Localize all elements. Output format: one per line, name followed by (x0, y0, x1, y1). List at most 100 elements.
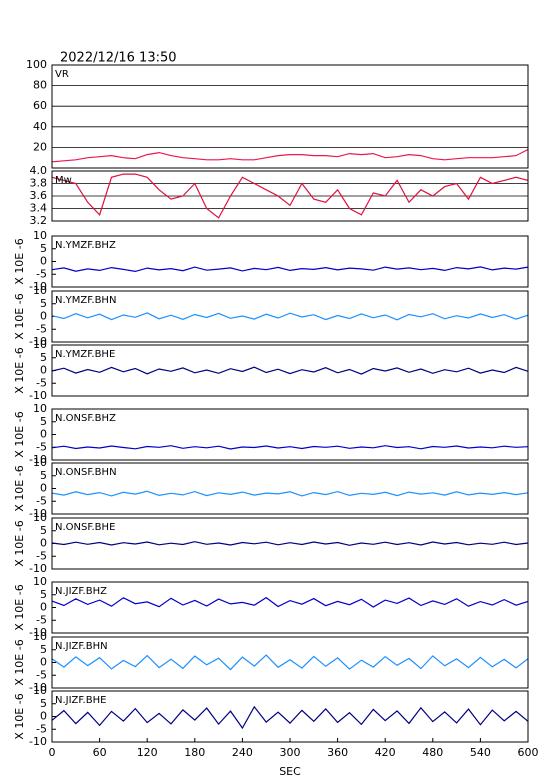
x-tick-label: 60 (93, 746, 107, 759)
y-axis-label: X 10E -6 (13, 465, 26, 511)
x-tick-label: 600 (518, 746, 539, 759)
y-tick-label: 60 (33, 99, 47, 112)
y-tick-label: 3.4 (30, 202, 48, 215)
x-tick-label: 540 (470, 746, 491, 759)
panel-frame (51, 344, 529, 397)
y-tick-label: 5 (40, 351, 47, 364)
y-tick-label: 5 (40, 297, 47, 310)
panel-label: N.YMZF.BHE (55, 349, 115, 360)
y-tick-label: -5 (36, 376, 47, 389)
y-tick-label: 100 (26, 58, 47, 71)
y-tick-label: 0 (40, 364, 47, 377)
y-tick-label: 80 (33, 79, 47, 92)
y-tick-label: 3.8 (30, 177, 48, 190)
y-tick-label: -10 (29, 335, 47, 348)
y-tick-label: 10 (33, 630, 47, 643)
x-axis-label: SEC (279, 765, 301, 778)
panel-label: N.YMZF.BHN (55, 295, 116, 306)
y-axis-label: X 10E -6 (13, 293, 26, 339)
data-line (51, 705, 529, 730)
y-tick-label: -10 (29, 453, 47, 466)
panel-frame (51, 408, 529, 461)
y-tick-label: -5 (36, 494, 47, 507)
x-tick-label: 480 (422, 746, 443, 759)
chart-title: 2022/12/16 13:50 (60, 51, 177, 66)
panel-label: N.ONSF.BHE (55, 522, 115, 533)
x-tick-label: 360 (327, 746, 348, 759)
panel-frame (51, 462, 529, 515)
x-tick-label: 240 (232, 746, 253, 759)
y-tick-label: -5 (36, 440, 47, 453)
y-tick-label: 0 (40, 255, 47, 268)
y-tick-label: 20 (33, 140, 47, 153)
y-tick-label: 10 (33, 229, 47, 242)
data-line (51, 445, 529, 450)
data-line (51, 596, 529, 608)
y-tick-label: 5 (40, 524, 47, 537)
panel-label: N.JIZF.BHE (55, 695, 106, 706)
y-tick-label: 10 (33, 575, 47, 588)
y-tick-label: -10 (29, 507, 47, 520)
y-tick-label: -10 (29, 735, 47, 748)
y-tick-label: 10 (33, 402, 47, 415)
x-tick-label: 0 (49, 746, 56, 759)
y-axis-label: X 10E -6 (13, 238, 26, 284)
panel-frame (51, 690, 529, 743)
panel-label: N.ONSF.BHN (55, 467, 117, 478)
panel-label: N.JIZF.BHZ (55, 586, 107, 597)
y-tick-label: 0 (40, 537, 47, 550)
y-tick-label: 0 (40, 310, 47, 323)
panel-label: N.ONSF.BHZ (55, 413, 116, 424)
y-tick-label: 10 (33, 338, 47, 351)
y-tick-label: 5 (40, 643, 47, 656)
x-tick-label: 300 (280, 746, 301, 759)
data-line (51, 541, 529, 546)
y-tick-label: -5 (36, 668, 47, 681)
panel-frame (51, 235, 529, 288)
panel-frame (51, 581, 529, 634)
data-line (51, 148, 529, 163)
data-line (51, 654, 529, 671)
y-tick-label: 5 (40, 242, 47, 255)
y-tick-label: 10 (33, 456, 47, 469)
y-tick-label: 0 (40, 601, 47, 614)
y-tick-label: 10 (33, 684, 47, 697)
panel-label: Mw (55, 175, 72, 186)
data-line (51, 366, 529, 375)
data-line (51, 266, 529, 273)
panel-frame (51, 636, 529, 689)
y-axis-label: X 10E -6 (13, 520, 26, 566)
y-tick-label: 5 (40, 415, 47, 428)
panel-frame (51, 64, 529, 169)
y-tick-label: 5 (40, 469, 47, 482)
y-tick-label: -10 (29, 626, 47, 639)
y-tick-label: 40 (33, 120, 47, 133)
y-tick-label: 5 (40, 697, 47, 710)
y-tick-label: -5 (36, 267, 47, 280)
y-tick-label: 0 (40, 428, 47, 441)
x-tick-label: 120 (137, 746, 158, 759)
y-axis-label: X 10E -6 (13, 347, 26, 393)
y-tick-label: 10 (33, 511, 47, 524)
panel-label: N.YMZF.BHZ (55, 240, 116, 251)
y-tick-label: 10 (33, 284, 47, 297)
x-tick-label: 180 (184, 746, 205, 759)
y-axis-label: X 10E -6 (13, 411, 26, 457)
y-tick-label: -5 (36, 549, 47, 562)
y-axis-label: X 10E -6 (13, 693, 26, 739)
data-line (51, 490, 529, 497)
y-tick-label: 4.0 (30, 164, 48, 177)
x-tick-label: 420 (375, 746, 396, 759)
y-tick-label: 5 (40, 588, 47, 601)
y-tick-label: 3.6 (30, 189, 48, 202)
panel-label: N.JIZF.BHN (55, 641, 108, 652)
y-tick-label: 0 (40, 710, 47, 723)
y-tick-label: 0 (40, 482, 47, 495)
y-tick-label: -5 (36, 613, 47, 626)
y-tick-label: -10 (29, 280, 47, 293)
y-axis-label: X 10E -6 (13, 584, 26, 630)
panel-frame (51, 517, 529, 570)
y-axis-label: X 10E -6 (13, 639, 26, 685)
y-tick-label: -10 (29, 681, 47, 694)
data-line (51, 173, 529, 219)
